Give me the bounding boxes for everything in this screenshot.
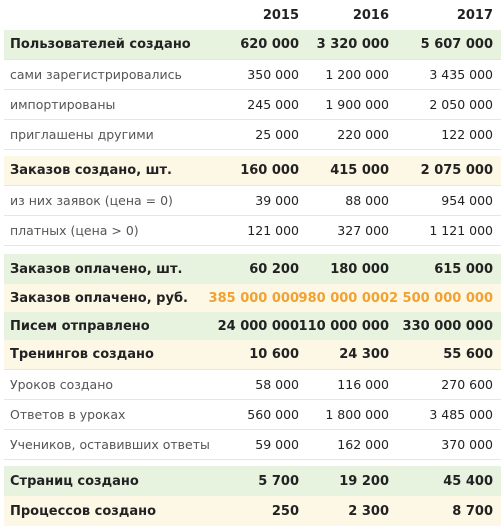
value-2017: 370 000 [441,437,493,452]
value-2017: 2 050 000 [429,97,493,112]
table-row-pages-created: Страниц создано 5 700 19 200 45 400 [4,466,501,496]
value-2015: 385 000 000 [208,290,299,306]
value-2016: 415 000 [330,163,389,178]
table-header-row: 2015 2016 2017 [4,0,501,30]
value-2015: 245 000 [247,97,299,112]
value-2015: 560 000 [247,407,299,422]
row-label: Писем отправлено [10,318,150,334]
value-2017: 45 400 [443,473,493,489]
value-2017: 3 485 000 [429,407,493,422]
value-2017: 122 000 [441,127,493,142]
value-2017: 2 500 000 000 [388,290,493,306]
row-label: Заказов оплачено, шт. [10,261,183,277]
value-2017: 3 435 000 [429,67,493,82]
table-row-orders-paid-count: Заказов оплачено, шт. 60 200 180 000 615… [4,254,501,284]
value-2015: 25 000 [255,127,299,142]
value-2015: 250 [271,503,299,519]
value-2016: 327 000 [337,223,389,238]
value-2016: 1 800 000 [325,407,389,422]
value-2015: 620 000 [240,37,299,52]
value-2015: 160 000 [240,163,299,178]
table-row-self-registered: сами зарегистрировались 350 000 1 200 00… [4,60,501,90]
value-2015: 121 000 [247,223,299,238]
value-2016: 980 000 000 [298,290,389,306]
value-2015: 39 000 [255,193,299,208]
row-label: из них заявок (цена = 0) [10,193,173,208]
value-2015: 24 000 000 [217,318,299,334]
row-label: Процессов создано [10,503,157,519]
value-2016: 24 300 [339,347,389,362]
value-2016: 1 900 000 [325,97,389,112]
value-2017: 1 121 000 [429,223,493,238]
value-2017: 270 600 [441,377,493,392]
value-2017: 5 607 000 [420,37,493,52]
value-2017: 8 700 [452,503,493,519]
table-row-processes-created: Процессов создано 250 2 300 8 700 [4,496,501,526]
table-row-lessons-created: Уроков создано 58 000 116 000 270 600 [4,370,501,400]
row-label: платных (цена > 0) [10,223,139,238]
value-2016: 162 000 [337,437,389,452]
value-2015: 10 600 [249,347,299,362]
table-row-orders-paid-rub: Заказов оплачено, руб. 385 000 000 980 0… [4,284,501,312]
value-2016: 88 000 [345,193,389,208]
row-label: Тренингов создано [10,347,154,362]
value-2017: 330 000 000 [402,318,493,334]
table-row-emails-sent: Писем отправлено 24 000 000 110 000 000 … [4,312,501,340]
table-row-orders-created: Заказов создано, шт. 160 000 415 000 2 0… [4,156,501,186]
table-row-paid-orders: платных (цена > 0) 121 000 327 000 1 121… [4,216,501,246]
table-row-imported: импортированы 245 000 1 900 000 2 050 00… [4,90,501,120]
table-row-free-requests: из них заявок (цена = 0) 39 000 88 000 9… [4,186,501,216]
value-2015: 59 000 [255,437,299,452]
value-2015: 58 000 [255,377,299,392]
row-label: Учеников, оставивших ответы [10,437,210,452]
value-2016: 220 000 [337,127,389,142]
table-row-users-created: Пользователей создано 620 000 3 320 000 … [4,30,501,60]
row-label: сами зарегистрировались [10,67,182,82]
value-2015: 5 700 [258,473,299,489]
value-2016: 3 320 000 [316,37,389,52]
row-label: Страниц создано [10,473,139,489]
value-2016: 2 300 [348,503,389,519]
column-header-2015: 2015 [262,7,299,23]
value-2016: 180 000 [330,261,389,277]
value-2016: 19 200 [339,473,389,489]
row-label: приглашены другими [10,127,154,142]
row-label: Ответов в уроках [10,407,126,422]
value-2015: 60 200 [249,261,299,277]
value-2017: 615 000 [434,261,493,277]
column-header-2016: 2016 [352,7,389,23]
value-2016: 110 000 000 [298,318,389,334]
value-2017: 2 075 000 [420,163,493,178]
table-row-invited: приглашены другими 25 000 220 000 122 00… [4,120,501,150]
row-label: импортированы [10,97,116,112]
row-label: Пользователей создано [10,37,191,52]
value-2016: 116 000 [337,377,389,392]
row-label: Уроков создано [10,377,114,392]
column-header-2017: 2017 [456,7,493,23]
value-2017: 954 000 [441,193,493,208]
table-row-students-answered: Учеников, оставивших ответы 59 000 162 0… [4,430,501,460]
table-row-lesson-answers: Ответов в уроках 560 000 1 800 000 3 485… [4,400,501,430]
row-label: Заказов оплачено, руб. [10,290,188,306]
value-2016: 1 200 000 [325,67,389,82]
value-2015: 350 000 [247,67,299,82]
value-2017: 55 600 [443,347,493,362]
row-spacer [4,246,501,254]
row-label: Заказов создано, шт. [10,163,172,178]
table-row-trainings-created: Тренингов создано 10 600 24 300 55 600 [4,340,501,370]
